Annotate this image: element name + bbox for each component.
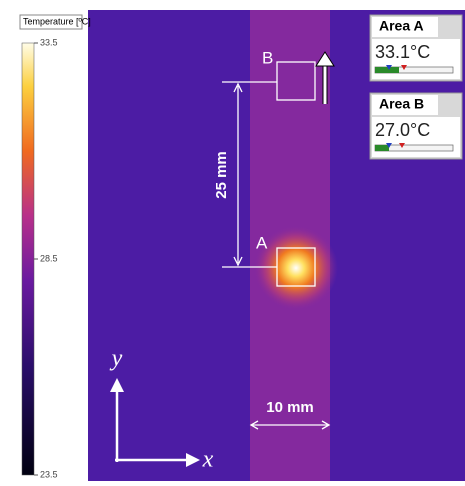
area-title: Area B xyxy=(379,96,424,112)
colorbar-tick-label: 33.5 xyxy=(40,37,58,47)
dimension-vertical: 25 mm xyxy=(213,151,230,199)
axis-y-label: y xyxy=(110,346,123,372)
area-value: 27.0°C xyxy=(375,120,430,140)
area-title: Area A xyxy=(379,18,424,34)
figure: Temperature [ºC] B A 25 mm 10 mm y x Are… xyxy=(0,0,465,481)
marker-a: A xyxy=(256,233,268,252)
axis-x-label: x xyxy=(202,447,214,473)
area-value: 33.1°C xyxy=(375,42,430,62)
area-gauge-fill xyxy=(375,67,399,73)
colorbar-tick-label: 28.5 xyxy=(40,253,58,263)
dimension-horizontal: 10 mm xyxy=(266,399,314,416)
area-gauge-fill xyxy=(375,145,389,151)
colorbar-tick-label: 23.5 xyxy=(40,469,58,479)
colorbar-title: Temperature [ºC] xyxy=(23,16,91,26)
marker-b: B xyxy=(262,48,273,67)
colorbar xyxy=(22,43,34,475)
